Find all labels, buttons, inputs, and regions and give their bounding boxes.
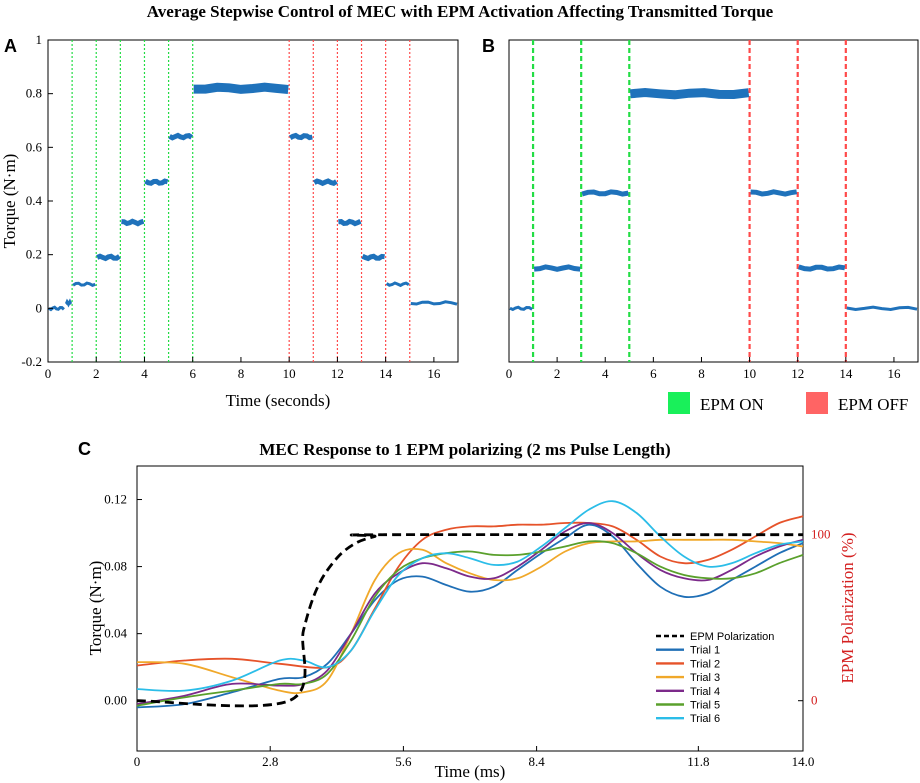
torque-step xyxy=(72,281,96,287)
x-tick-label: 6 xyxy=(189,366,196,381)
y-tick-label: 0.00 xyxy=(104,693,127,708)
x-tick-label: 2.8 xyxy=(262,754,278,769)
torque-step xyxy=(797,264,846,272)
epm-legend: EPM ON EPM OFF xyxy=(668,392,908,414)
y-tick-label: 0.08 xyxy=(104,559,127,574)
torque-step xyxy=(410,300,458,306)
chart-c-right-axis-label: EPM Polarization (%) xyxy=(838,532,857,683)
x-tick-label: 14 xyxy=(379,366,393,381)
y-tick-label: -0.2 xyxy=(21,354,42,369)
legend-label-epm-off: EPM OFF xyxy=(838,395,908,414)
legend-label-epm-on: EPM ON xyxy=(700,395,764,414)
panel-label-b: B xyxy=(482,36,495,56)
legend-label-trial-5: Trial 5 xyxy=(690,700,720,712)
legend-label-epm-polarization: EPM Polarization xyxy=(690,631,774,643)
legend-swatch-epm-on xyxy=(668,392,690,414)
torque-step xyxy=(64,298,73,308)
chart-a-y-axis-label: Torque (N·m) xyxy=(0,154,19,249)
torque-step xyxy=(581,189,629,197)
torque-step xyxy=(144,178,169,186)
figure-title: Average Stepwise Control of MEC with EPM… xyxy=(147,2,774,21)
torque-step xyxy=(361,253,385,262)
right-y-tick-label: 0 xyxy=(811,693,818,708)
y-tick-label: 1 xyxy=(36,32,43,47)
torque-step xyxy=(288,132,313,141)
torque-step xyxy=(193,82,289,94)
chart-b-frame xyxy=(508,39,919,363)
legend-label-trial-6: Trial 6 xyxy=(690,713,720,725)
right-y-tick-label: 100 xyxy=(811,527,831,542)
x-tick-label: 14 xyxy=(839,366,853,381)
x-tick-label: 16 xyxy=(887,366,901,381)
legend-swatch-epm-off xyxy=(806,392,828,414)
torque-step xyxy=(96,253,121,262)
y-tick-label: 0.2 xyxy=(26,247,42,262)
x-tick-label: 2 xyxy=(93,366,100,381)
y-tick-label: 0.04 xyxy=(104,626,127,641)
x-tick-label: 0 xyxy=(506,366,513,381)
torque-step xyxy=(509,305,533,312)
y-tick-label: 0 xyxy=(36,300,43,315)
y-tick-label: 0.8 xyxy=(26,86,42,101)
torque-step xyxy=(629,87,750,100)
torque-step xyxy=(168,132,194,141)
chart-c-frame xyxy=(136,465,804,752)
chart-c: MEC Response to 1 EPM polarizing (2 ms P… xyxy=(86,440,857,781)
series-line-epm-polarization xyxy=(136,533,804,708)
legend-label-trial-1: Trial 1 xyxy=(690,645,720,657)
x-tick-label: 10 xyxy=(283,366,296,381)
x-tick-label: 6 xyxy=(650,366,657,381)
series-line-trial-3 xyxy=(136,538,804,695)
x-tick-label: 5.6 xyxy=(395,754,412,769)
panel-label-a: A xyxy=(4,36,17,56)
x-tick-label: 2 xyxy=(554,366,561,381)
x-tick-label: 11.8 xyxy=(687,754,709,769)
y-tick-label: 0.12 xyxy=(104,492,127,507)
legend-label-trial-4: Trial 4 xyxy=(690,686,720,698)
torque-step xyxy=(385,281,410,288)
chart-b: 0 2 4 6 8 10 12 14 16 xyxy=(506,39,919,381)
chart-c-x-axis-label: Time (ms) xyxy=(435,762,506,781)
chart-a-x-axis-label: Time (seconds) xyxy=(226,391,331,410)
x-tick-label: 12 xyxy=(331,366,344,381)
x-tick-label: 4 xyxy=(602,366,609,381)
y-tick-label: 0.4 xyxy=(26,193,43,208)
x-tick-label: 16 xyxy=(427,366,441,381)
x-tick-label: 14.0 xyxy=(792,754,815,769)
x-tick-label: 0 xyxy=(45,366,52,381)
chart-a: 0 2 4 6 8 10 12 14 16 -0.200.20.40.60.81 Time (s… xyxy=(0,32,459,410)
torque-step xyxy=(750,189,798,197)
y-tick-label: 0.6 xyxy=(26,139,43,154)
torque-step xyxy=(48,305,65,312)
x-tick-label: 8.4 xyxy=(528,754,545,769)
x-tick-label: 8 xyxy=(238,366,245,381)
x-tick-label: 12 xyxy=(791,366,804,381)
chart-c-y-axis-label: Torque (N·m) xyxy=(86,561,105,656)
x-tick-label: 8 xyxy=(698,366,705,381)
legend-label-trial-2: Trial 2 xyxy=(690,658,720,670)
series-line-trial-5 xyxy=(136,540,804,707)
chart-c-title: MEC Response to 1 EPM polarizing (2 ms P… xyxy=(259,440,670,459)
torque-step xyxy=(338,218,362,227)
legend-label-trial-3: Trial 3 xyxy=(690,672,720,684)
x-tick-label: 4 xyxy=(141,366,148,381)
torque-step xyxy=(121,218,145,227)
torque-step xyxy=(846,305,918,312)
x-tick-label: 10 xyxy=(743,366,756,381)
x-tick-label: 0 xyxy=(134,754,141,769)
torque-step xyxy=(533,264,581,272)
torque-step xyxy=(313,178,338,187)
panel-label-c: C xyxy=(78,439,91,459)
